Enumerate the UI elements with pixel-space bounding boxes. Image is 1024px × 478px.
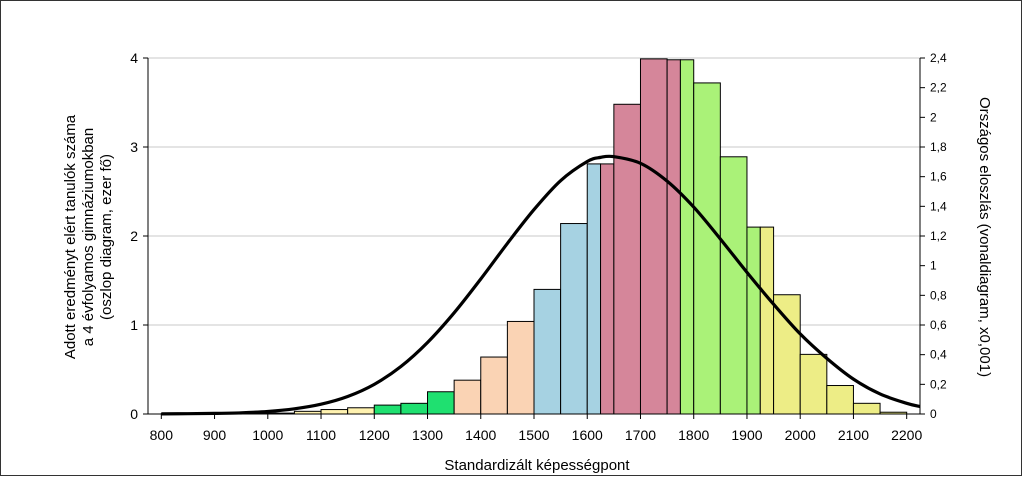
right-tick-label: 0,2 <box>930 377 947 391</box>
right-tick-label: 1,2 <box>930 229 947 243</box>
x-tick-label: 1900 <box>731 427 762 443</box>
x-tick-label: 1400 <box>465 427 496 443</box>
bar <box>679 59 695 415</box>
right-tick-label: 0 <box>930 407 937 421</box>
left-tick-label: 0 <box>130 406 138 422</box>
bar <box>400 402 429 415</box>
right-tick-labels: 0 0,2 0,4 0,6 0,8 1 1,2 1,4 1,6 1,8 2 2,2 2,4 <box>930 51 947 421</box>
left-axis-label: Adott eredményt elért tanulók száma a 4 … <box>62 114 115 359</box>
bar <box>639 58 668 415</box>
bar <box>852 402 881 415</box>
x-tick-label: 1600 <box>572 427 603 443</box>
right-tick-label: 1,8 <box>930 140 947 154</box>
right-tick-label: 1,4 <box>930 199 947 213</box>
left-tick-label: 1 <box>130 317 138 333</box>
bar <box>746 226 761 415</box>
bars-group <box>160 58 908 415</box>
left-tick-label: 3 <box>130 139 138 155</box>
right-tick-label: 0,6 <box>930 318 947 332</box>
x-tick-label: 2000 <box>785 427 816 443</box>
bar <box>560 223 588 415</box>
bar <box>427 391 455 415</box>
x-tick-label: 1000 <box>252 427 283 443</box>
bar <box>320 409 349 415</box>
left-tick-label: 2 <box>130 228 138 244</box>
bar <box>826 385 854 415</box>
x-tick-label: 2100 <box>838 427 869 443</box>
svg-text:a 4 évfolyamos gimnáziumokban: a 4 évfolyamos gimnáziumokban <box>80 128 97 346</box>
svg-text:(oszlop diagram, ezer fő): (oszlop diagram, ezer fő) <box>98 154 115 320</box>
bar <box>693 82 721 415</box>
left-tick-labels: 0 1 2 3 4 <box>130 50 138 422</box>
right-tick-label: 0,4 <box>930 348 947 362</box>
left-tick-label: 4 <box>130 50 138 66</box>
bar <box>600 163 615 415</box>
x-tick-label: 2200 <box>891 427 922 443</box>
x-tick-label: 1800 <box>678 427 709 443</box>
x-tick-label: 1700 <box>625 427 656 443</box>
distribution-curve <box>161 154 921 416</box>
right-tick-label: 2 <box>930 110 937 124</box>
svg-text:Adott eredményt elért tanulók: Adott eredményt elért tanulók száma <box>62 114 79 359</box>
bar <box>586 163 602 415</box>
bar <box>533 288 562 415</box>
bar <box>666 59 681 415</box>
x-tick-label: 1200 <box>359 427 390 443</box>
x-axis-label: Standardizált képességpont <box>444 457 630 474</box>
x-tick-label: 800 <box>150 427 174 443</box>
right-axis-label: Országos eloszlás (vonaldiagram, x0,001) <box>976 97 993 377</box>
bar <box>373 404 402 415</box>
right-tick-label: 2,4 <box>930 51 947 65</box>
right-tick-label: 1 <box>930 259 937 273</box>
x-tick-labels: 800 900 1000 1100 1200 1300 1400 1500 1600 1700 18… <box>150 427 923 443</box>
bar <box>759 226 775 415</box>
bar <box>613 103 641 415</box>
x-tick-label: 1500 <box>518 427 549 443</box>
gridlines <box>148 57 920 326</box>
bar <box>453 379 482 415</box>
bar <box>347 407 375 415</box>
x-tick-label: 900 <box>203 427 227 443</box>
x-tick-label: 1300 <box>412 427 443 443</box>
right-tick-label: 0,8 <box>930 288 947 302</box>
right-tick-label: 2,2 <box>930 81 947 95</box>
right-tick-label: 1,6 <box>930 170 947 184</box>
bar <box>799 353 828 415</box>
curve-group <box>161 154 921 416</box>
svg-text:Országos eloszlás (vonaldiagra: Országos eloszlás (vonaldiagram, x0,001) <box>976 97 993 377</box>
bar <box>719 156 748 415</box>
x-tick-label: 1100 <box>306 427 336 443</box>
bar <box>506 320 535 415</box>
axes-group <box>143 57 925 419</box>
bar <box>773 294 801 415</box>
bar <box>480 356 508 415</box>
